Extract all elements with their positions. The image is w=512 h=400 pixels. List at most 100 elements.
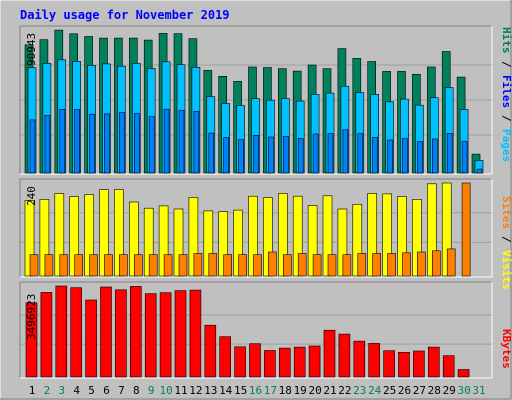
legend-hits-files-pages: Hits / Files / Pages [500,27,512,162]
sites-bar-29 [446,248,456,277]
kbytes-bar-6 [100,286,112,378]
kbytes-bar-9 [144,293,157,378]
kbytes-bar-22 [338,333,351,378]
sites-bar-3 [59,254,69,277]
legend-slash-3: / [500,236,512,243]
day-label-27: 27 [413,384,426,397]
kbytes-max-label: 3496923 [25,294,38,340]
sites-bar-4 [74,254,83,277]
kbytes-bar-18 [278,347,291,378]
pages-bar-12 [193,111,200,174]
sites-bar-2 [44,254,54,277]
sites-bar-16 [253,254,262,277]
visits-bar-19 [292,195,303,277]
kbytes-bar-23 [353,340,366,378]
kbytes-bar-25 [383,350,395,378]
sites-bar-26 [402,252,411,277]
visits-bar-25 [382,193,392,277]
sites-bar-14 [223,254,232,277]
pages-bar-27 [417,141,423,174]
day-label-23: 23 [353,384,366,397]
kbytes-bar-26 [398,351,410,378]
sites-bar-7 [119,254,128,277]
pages-bar-29 [446,133,453,174]
pages-bar-2 [44,115,51,174]
pages-bar-20 [312,133,319,174]
kbytes-bar-16 [249,343,261,378]
visits-bar-11 [173,208,184,277]
kbytes-bar-3 [55,285,68,378]
kbytes-bar-5 [85,299,97,378]
legend-visits-label: Visits [500,250,512,290]
sites-bar-17 [268,251,277,277]
pages-bar-9 [148,116,155,174]
sites-bar-11 [178,254,188,277]
legend-pages-label: Pages [500,129,512,162]
sites-bar-24 [372,253,382,277]
visits-bar-16 [248,195,258,277]
visits-bar-1 [24,200,35,277]
sites-bar-30 [461,182,471,277]
pages-bar-6 [104,113,110,174]
pages-bar-26 [402,138,408,174]
pages-bar-19 [297,138,304,174]
visits-bar-3 [54,193,65,277]
kbytes-bar-14 [219,336,231,378]
sites-bar-23 [357,253,367,277]
day-label-22: 22 [338,384,351,397]
pages-bar-16 [253,135,259,174]
day-label-17: 17 [264,384,277,397]
sites-bar-20 [312,254,322,277]
pages-bar-17 [268,136,274,174]
day-label-20: 20 [308,384,321,397]
kbytes-bar-19 [293,346,306,378]
day-label-4: 4 [73,384,80,397]
day-label-5: 5 [88,384,95,397]
visits-bar-2 [39,199,50,277]
sites-bar-27 [417,251,426,277]
sites-bar-25 [387,253,396,277]
visits-bar-23 [352,204,363,277]
visits-bar-17 [263,197,273,277]
day-label-30: 30 [457,384,470,397]
sites-bar-1 [29,254,39,277]
kbytes-bar-20 [308,345,321,378]
legend-kbytes: KBytes [500,329,512,369]
kbytes-bar-27 [413,350,425,378]
pages-bar-21 [327,133,334,174]
visits-bar-14 [218,211,228,277]
day-label-18: 18 [279,384,292,397]
visits-bar-6 [99,189,109,277]
day-label-2: 2 [44,384,51,397]
visits-bar-29 [441,182,452,277]
visits-max-label: 240 [25,186,38,206]
day-label-16: 16 [249,384,262,397]
day-label-3: 3 [58,384,65,397]
legend-kbytes-label: KBytes [500,329,512,369]
kbytes-bar-11 [174,290,187,378]
visits-bar-4 [69,196,79,277]
legend-slash-1: / [500,61,512,68]
pages-bar-3 [59,109,66,174]
day-label-24: 24 [368,384,382,397]
pages-bar-24 [372,137,379,174]
day-label-7: 7 [118,384,125,397]
sites-bar-12 [193,253,203,277]
visits-bar-27 [412,199,422,277]
legend-hits-label: Hits [500,27,512,54]
sites-bar-6 [104,254,113,277]
kbytes-bar-13 [204,324,217,378]
pages-bar-22 [342,129,349,174]
legend-slash-2: / [500,115,512,122]
day-label-28: 28 [428,384,441,397]
hits-max-label: 90943 [25,33,38,66]
legend-sites-label: Sites [500,196,512,229]
chart-panels [19,25,493,379]
pages-bar-23 [357,133,364,174]
legend-files-label: Files [500,75,512,108]
kbytes-bar-29 [442,355,455,378]
pages-bar-10 [163,108,170,174]
day-label-13: 13 [204,384,217,397]
kbytes-bar-15 [234,346,246,378]
